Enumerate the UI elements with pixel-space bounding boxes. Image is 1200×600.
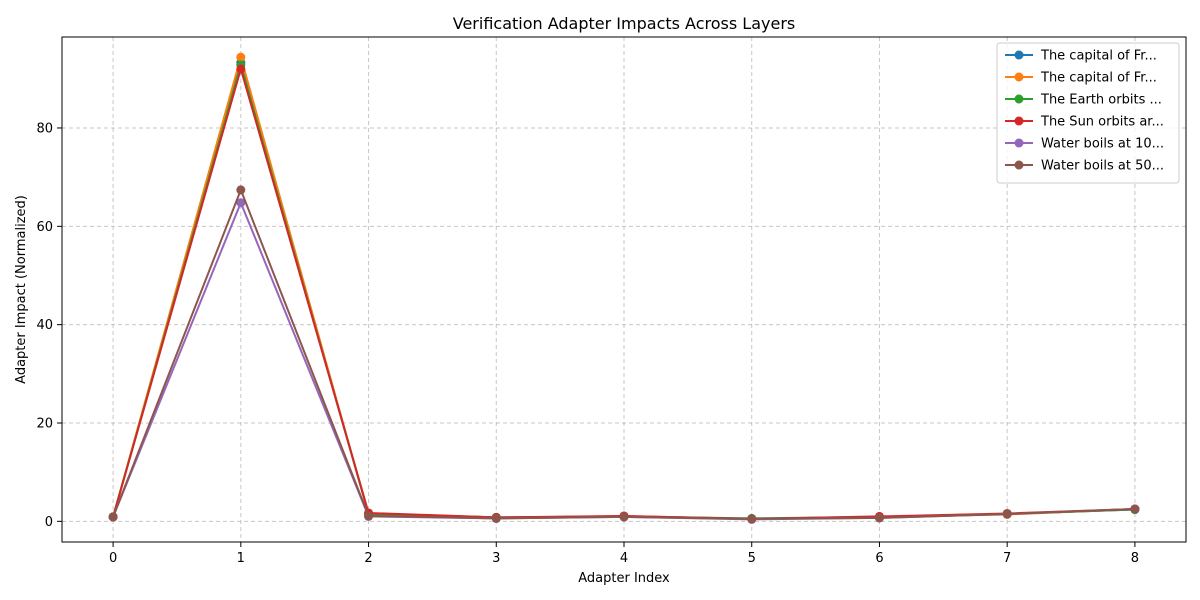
data-point [619,512,629,522]
series-3 [108,64,1140,524]
data-point [491,513,501,523]
x-tick-label: 5 [748,551,756,566]
data-point [236,198,246,208]
data-point [236,64,246,74]
series-line [112,56,1135,520]
y-tick-label: 80 [36,121,53,136]
legend-swatch-marker [1014,138,1024,148]
data-point [236,185,246,195]
legend-entry: The Sun orbits ar... [1040,115,1164,130]
x-tick-label: 7 [1003,551,1011,566]
series-lines [108,52,1140,524]
chart-title: Verification Adapter Impacts Across Laye… [453,14,795,33]
legend-swatch-marker [1014,160,1024,170]
legend-entry: The capital of Fr... [1040,71,1157,86]
legend: The capital of Fr... The capital of Fr...… [996,42,1180,184]
y-tick-label: 0 [45,515,53,530]
legend-entry: The Earth orbits ... [1040,93,1162,108]
data-point [874,513,884,523]
legend-box [996,42,1180,184]
data-point [1130,504,1140,514]
y-axis-label: Adapter Impact (Normalized) [14,195,29,384]
legend-entry: Water boils at 10... [1041,137,1164,152]
data-point [236,52,246,62]
legend-entry: Water boils at 50... [1041,159,1164,174]
x-tick-label: 3 [492,551,500,566]
y-tick-label: 40 [36,318,53,333]
data-point [108,512,118,522]
x-axis-label: Adapter Index [578,571,670,586]
x-tick-label: 0 [109,551,117,566]
x-tick-label: 2 [364,551,372,566]
data-point [747,514,757,524]
y-tick-label: 20 [36,417,53,432]
x-tick-label: 1 [237,551,245,566]
legend-swatch-marker [1014,116,1024,126]
data-point [1002,509,1012,519]
legend-entry: The capital of Fr... [1040,49,1157,64]
legend-swatch-marker [1014,72,1024,82]
series-5 [108,185,1140,524]
legend-swatch-marker [1014,50,1024,60]
x-tick-label: 6 [875,551,883,566]
legend-swatch-marker [1014,94,1024,104]
x-tick-label: 4 [620,551,628,566]
data-point [364,511,374,521]
x-tick-label: 8 [1131,551,1139,566]
y-tick-label: 60 [36,220,53,235]
